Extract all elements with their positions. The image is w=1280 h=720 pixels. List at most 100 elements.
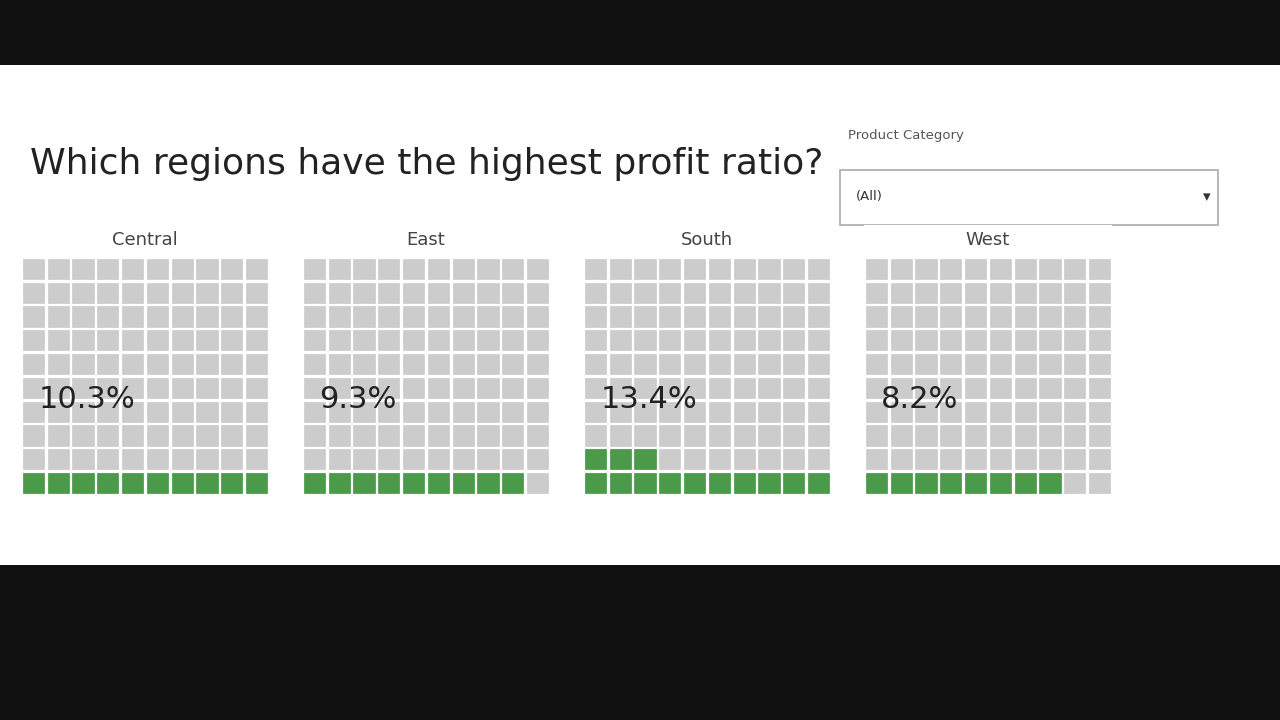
Bar: [658, 329, 681, 351]
Bar: [684, 448, 707, 470]
Bar: [146, 329, 169, 351]
Bar: [196, 472, 219, 495]
Bar: [1088, 400, 1111, 423]
Bar: [426, 472, 451, 495]
Text: (All): (All): [855, 190, 882, 203]
Bar: [914, 472, 938, 495]
Text: 13.4%: 13.4%: [600, 385, 698, 414]
Bar: [782, 472, 805, 495]
Bar: [244, 377, 269, 399]
Bar: [46, 282, 70, 304]
Bar: [170, 258, 193, 280]
Bar: [328, 305, 351, 328]
Bar: [758, 258, 781, 280]
Bar: [328, 448, 351, 470]
Bar: [782, 282, 805, 304]
Bar: [914, 282, 938, 304]
Bar: [1064, 282, 1087, 304]
Bar: [634, 424, 657, 446]
Bar: [914, 258, 938, 280]
Bar: [526, 282, 549, 304]
Bar: [426, 424, 451, 446]
Bar: [1014, 305, 1037, 328]
Bar: [452, 353, 475, 375]
Bar: [244, 282, 269, 304]
Bar: [120, 258, 145, 280]
Bar: [220, 400, 243, 423]
Bar: [890, 353, 913, 375]
Bar: [1088, 282, 1111, 304]
Bar: [940, 282, 963, 304]
Bar: [96, 258, 119, 280]
Bar: [170, 377, 193, 399]
Bar: [1014, 282, 1037, 304]
Bar: [146, 258, 169, 280]
Bar: [220, 353, 243, 375]
Bar: [782, 329, 805, 351]
Bar: [526, 448, 549, 470]
Bar: [220, 282, 243, 304]
Bar: [890, 329, 913, 351]
Bar: [22, 448, 45, 470]
Bar: [708, 353, 731, 375]
Bar: [146, 377, 169, 399]
Bar: [608, 282, 632, 304]
Bar: [1088, 424, 1111, 446]
Bar: [378, 282, 401, 304]
Bar: [988, 377, 1012, 399]
Bar: [634, 400, 657, 423]
Bar: [708, 282, 731, 304]
Bar: [46, 305, 70, 328]
Bar: [658, 424, 681, 446]
Bar: [196, 377, 219, 399]
Bar: [684, 353, 707, 375]
Bar: [732, 377, 756, 399]
Bar: [782, 377, 805, 399]
Text: East: East: [407, 231, 445, 249]
Bar: [890, 472, 913, 495]
Bar: [303, 448, 326, 470]
Bar: [526, 353, 549, 375]
Bar: [426, 400, 451, 423]
Bar: [244, 448, 269, 470]
Bar: [1014, 424, 1037, 446]
Bar: [72, 305, 95, 328]
Bar: [220, 258, 243, 280]
Bar: [170, 305, 193, 328]
Bar: [1088, 377, 1111, 399]
Bar: [1064, 424, 1087, 446]
Bar: [1038, 282, 1061, 304]
Bar: [732, 329, 756, 351]
Bar: [964, 448, 987, 470]
Bar: [940, 472, 963, 495]
Bar: [1064, 400, 1087, 423]
Bar: [402, 329, 425, 351]
Bar: [658, 258, 681, 280]
Bar: [1088, 353, 1111, 375]
Bar: [352, 258, 375, 280]
Bar: [732, 353, 756, 375]
Bar: [426, 329, 451, 351]
Bar: [502, 329, 525, 351]
Bar: [378, 353, 401, 375]
Bar: [146, 282, 169, 304]
Bar: [658, 353, 681, 375]
Bar: [452, 305, 475, 328]
Bar: [634, 448, 657, 470]
Bar: [865, 400, 888, 423]
Bar: [526, 329, 549, 351]
Bar: [1014, 329, 1037, 351]
Bar: [684, 472, 707, 495]
Bar: [328, 258, 351, 280]
Bar: [72, 400, 95, 423]
Bar: [634, 258, 657, 280]
Bar: [452, 400, 475, 423]
Bar: [426, 305, 451, 328]
Bar: [120, 400, 145, 423]
Bar: [1014, 448, 1037, 470]
Bar: [170, 424, 193, 446]
Bar: [806, 258, 831, 280]
Bar: [22, 353, 45, 375]
Bar: [584, 305, 607, 328]
Bar: [806, 305, 831, 328]
